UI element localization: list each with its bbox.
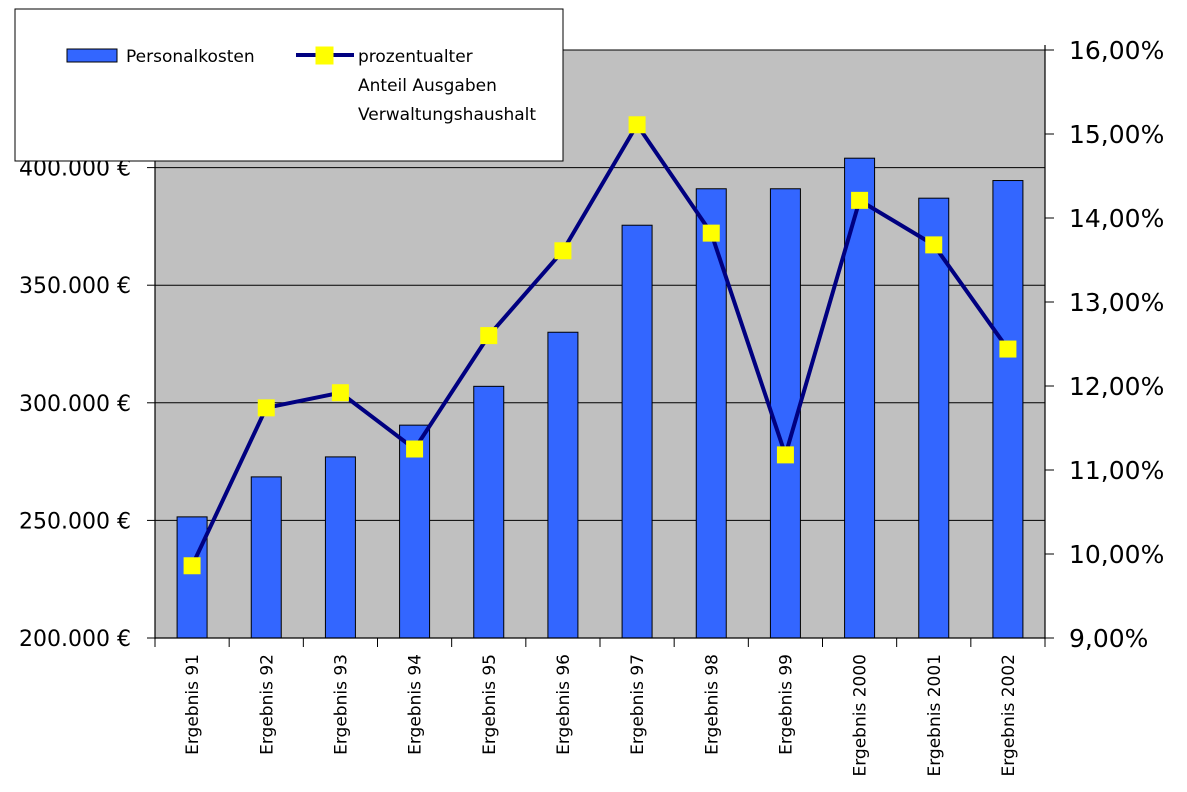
x-tick-label: Ergebnis 2001 (925, 654, 945, 777)
line-marker (183, 557, 201, 575)
x-tick-label: Ergebnis 91 (183, 654, 203, 755)
x-tick-label: Ergebnis 94 (406, 654, 426, 755)
legend: Personalkosten prozentualter Anteil Ausgab… (14, 8, 564, 162)
bar (399, 424, 431, 639)
legend-label-line: Verwaltungshaushalt (358, 105, 536, 125)
x-tick-label: Ergebnis 99 (776, 654, 796, 755)
bar (547, 331, 579, 639)
line-marker (331, 384, 349, 402)
line-marker (480, 327, 498, 345)
right-tick-label: 10,00% (1069, 540, 1164, 569)
right-tick-label: 16,00% (1069, 36, 1164, 65)
right-tick-label: 14,00% (1069, 204, 1164, 233)
left-tick-label: 350.000 € (19, 274, 131, 299)
line-marker (257, 399, 275, 417)
bar (250, 476, 282, 639)
line-series (183, 116, 1017, 575)
line-marker (999, 340, 1017, 358)
line-marker (406, 440, 424, 458)
bar (324, 456, 356, 639)
legend-box (14, 8, 564, 162)
x-tick-label: Ergebnis 95 (480, 654, 500, 755)
bar-series (176, 157, 1024, 639)
left-tick-label: 300.000 € (19, 392, 131, 417)
bar (176, 516, 208, 639)
x-tick-label: Ergebnis 93 (331, 654, 351, 755)
bar (992, 180, 1024, 639)
x-tick-label: Ergebnis 96 (554, 654, 574, 755)
x-tick-label: Ergebnis 2000 (851, 654, 871, 777)
legend-label-personalkosten: Personalkosten (126, 47, 255, 67)
line-marker (628, 116, 646, 134)
x-tick-label: Ergebnis 92 (257, 654, 277, 755)
right-tick-label: 15,00% (1069, 120, 1164, 149)
x-tick-label: Ergebnis 2002 (999, 654, 1019, 777)
line-marker (851, 191, 869, 209)
right-tick-label: 9,00% (1069, 624, 1148, 653)
right-tick-label: 11,00% (1069, 456, 1164, 485)
bar (695, 188, 727, 639)
bar (473, 385, 505, 639)
line-marker (925, 236, 943, 254)
legend-marker-swatch (315, 46, 334, 65)
line-marker (776, 446, 794, 464)
bar (918, 197, 950, 639)
bar (769, 188, 801, 639)
series-line (190, 122, 1010, 567)
left-tick-label: 200.000 € (19, 627, 131, 652)
x-tick-label: Ergebnis 97 (628, 654, 648, 755)
axes: 200.000 €250.000 €300.000 €350.000 €400.… (19, 36, 1164, 777)
line-marker (554, 242, 572, 260)
line-marker (702, 224, 720, 242)
legend-label-line: Anteil Ausgaben (358, 76, 497, 96)
left-tick-label: 250.000 € (19, 509, 131, 534)
right-tick-label: 12,00% (1069, 372, 1164, 401)
legend-bar-swatch (66, 48, 118, 63)
x-tick-label: Ergebnis 98 (702, 654, 722, 755)
bar (621, 224, 653, 639)
legend-label-line: prozentualter (358, 47, 473, 67)
right-tick-label: 13,00% (1069, 288, 1164, 317)
